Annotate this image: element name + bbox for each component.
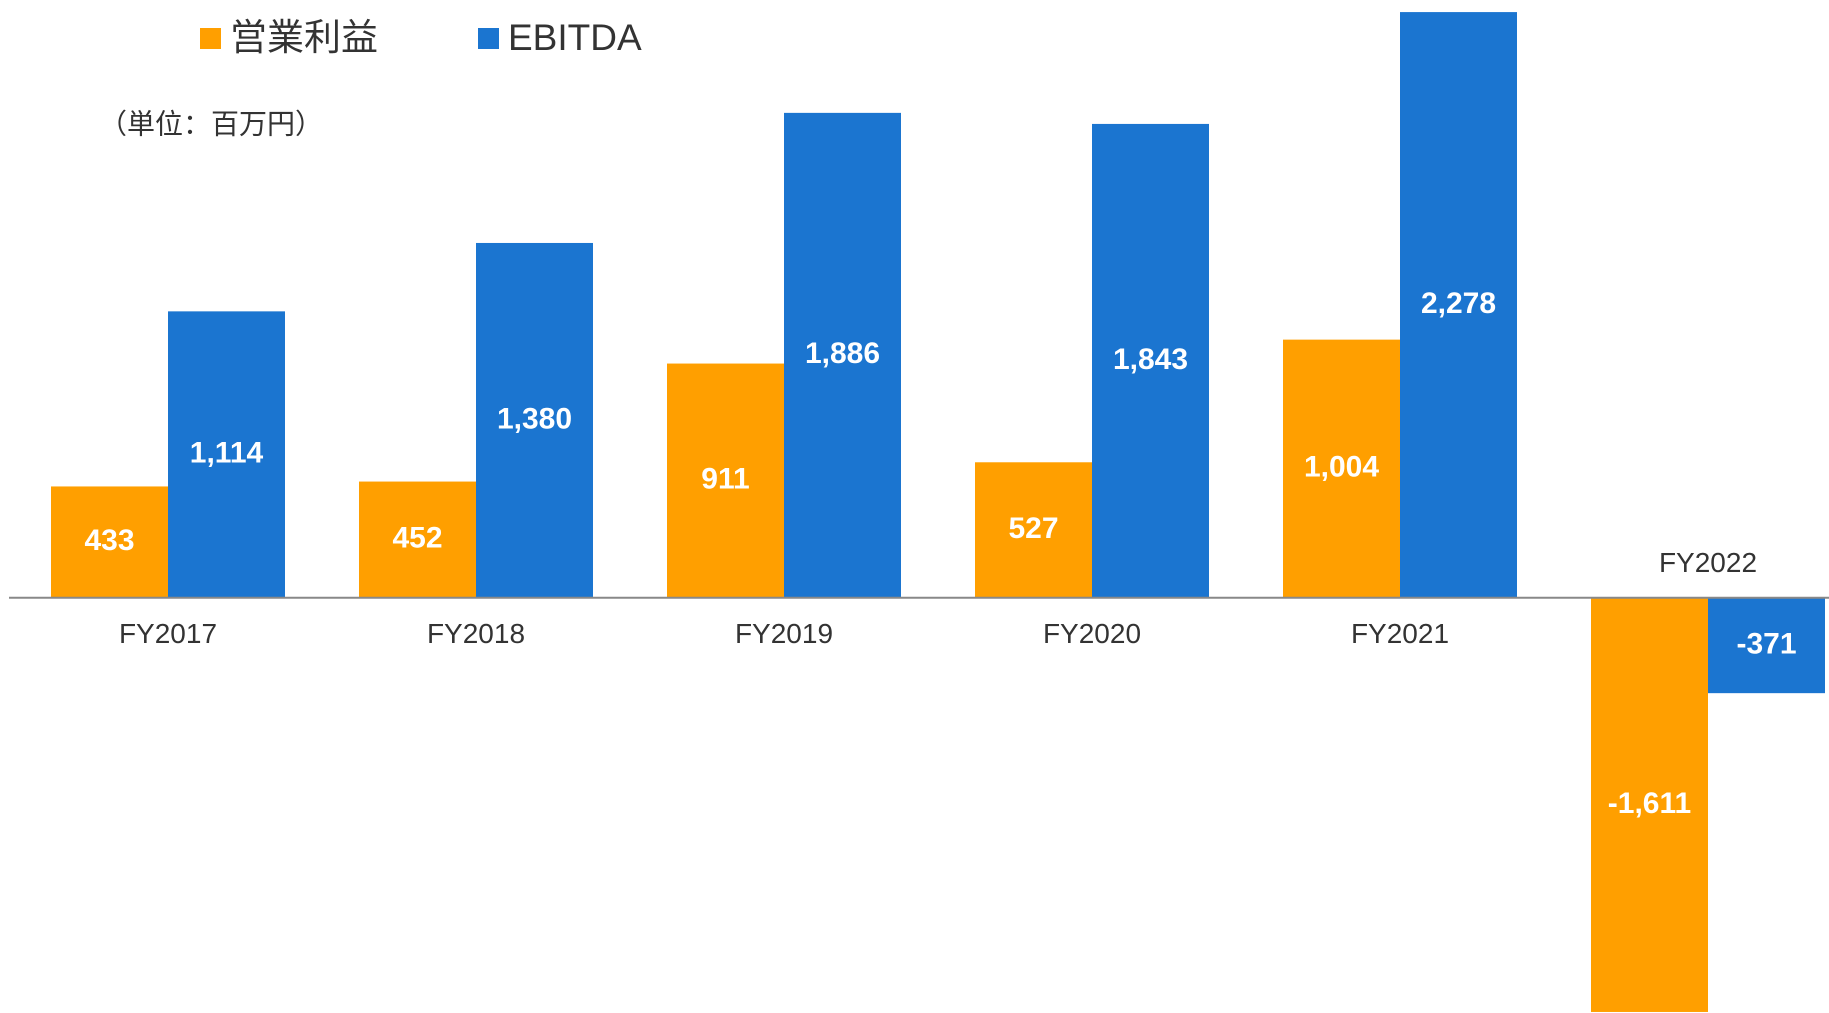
data-label: 1,380: [497, 402, 572, 435]
data-label: 527: [1008, 512, 1058, 545]
legend-label: 営業利益: [230, 17, 378, 58]
legend-swatch: [478, 28, 499, 49]
data-label: 2,278: [1421, 287, 1496, 320]
bar: [1400, 12, 1517, 598]
bar: [667, 363, 784, 598]
x-tick-label: FY2022: [1659, 547, 1757, 578]
legend-label: EBITDA: [508, 17, 642, 58]
data-label: 1,004: [1304, 451, 1379, 484]
bar: [1092, 123, 1209, 598]
x-tick-label: FY2019: [735, 618, 833, 649]
bar: [1708, 597, 1825, 694]
bar: [359, 481, 476, 598]
legend-swatch: [200, 28, 221, 49]
x-tick-label: FY2021: [1351, 618, 1449, 649]
bar: [51, 486, 168, 598]
bar: [168, 311, 285, 598]
bar: [1283, 339, 1400, 598]
data-label: 1,843: [1113, 343, 1188, 376]
x-tick-label: FY2020: [1043, 618, 1141, 649]
data-label: -1,611: [1608, 787, 1691, 820]
data-label: 911: [701, 463, 749, 496]
unit-note: （単位：百万円）: [99, 108, 323, 139]
bar: [784, 112, 901, 598]
bar: [476, 242, 593, 598]
data-label: 452: [392, 522, 442, 555]
data-label: 1,114: [190, 436, 264, 469]
data-label: 433: [84, 524, 134, 557]
data-label: -371: [1736, 627, 1796, 660]
x-tick-label: FY2017: [119, 618, 217, 649]
bar: [975, 462, 1092, 598]
data-label: 1,886: [805, 337, 880, 370]
x-tick-label: FY2018: [427, 618, 525, 649]
bar: [1591, 597, 1708, 1012]
